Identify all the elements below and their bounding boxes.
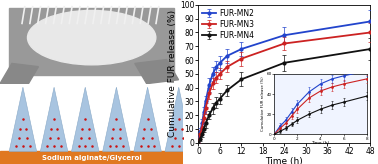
Polygon shape [134,87,161,152]
Polygon shape [165,87,192,152]
X-axis label: Time (h): Time (h) [266,157,303,164]
Polygon shape [71,87,99,152]
Polygon shape [40,87,68,152]
Ellipse shape [28,10,156,65]
Bar [0,152,183,164]
Bar [135,60,178,84]
Text: Sodium alginate/Glycerol: Sodium alginate/Glycerol [42,155,142,161]
Bar [0,63,39,87]
Polygon shape [9,87,37,152]
Y-axis label: Cumulative FUR release (%): Cumulative FUR release (%) [168,10,177,137]
Bar [9,8,174,75]
Polygon shape [103,87,130,152]
Legend: FUR-MN2, FUR-MN3, FUR-MN4: FUR-MN2, FUR-MN3, FUR-MN4 [200,6,256,42]
